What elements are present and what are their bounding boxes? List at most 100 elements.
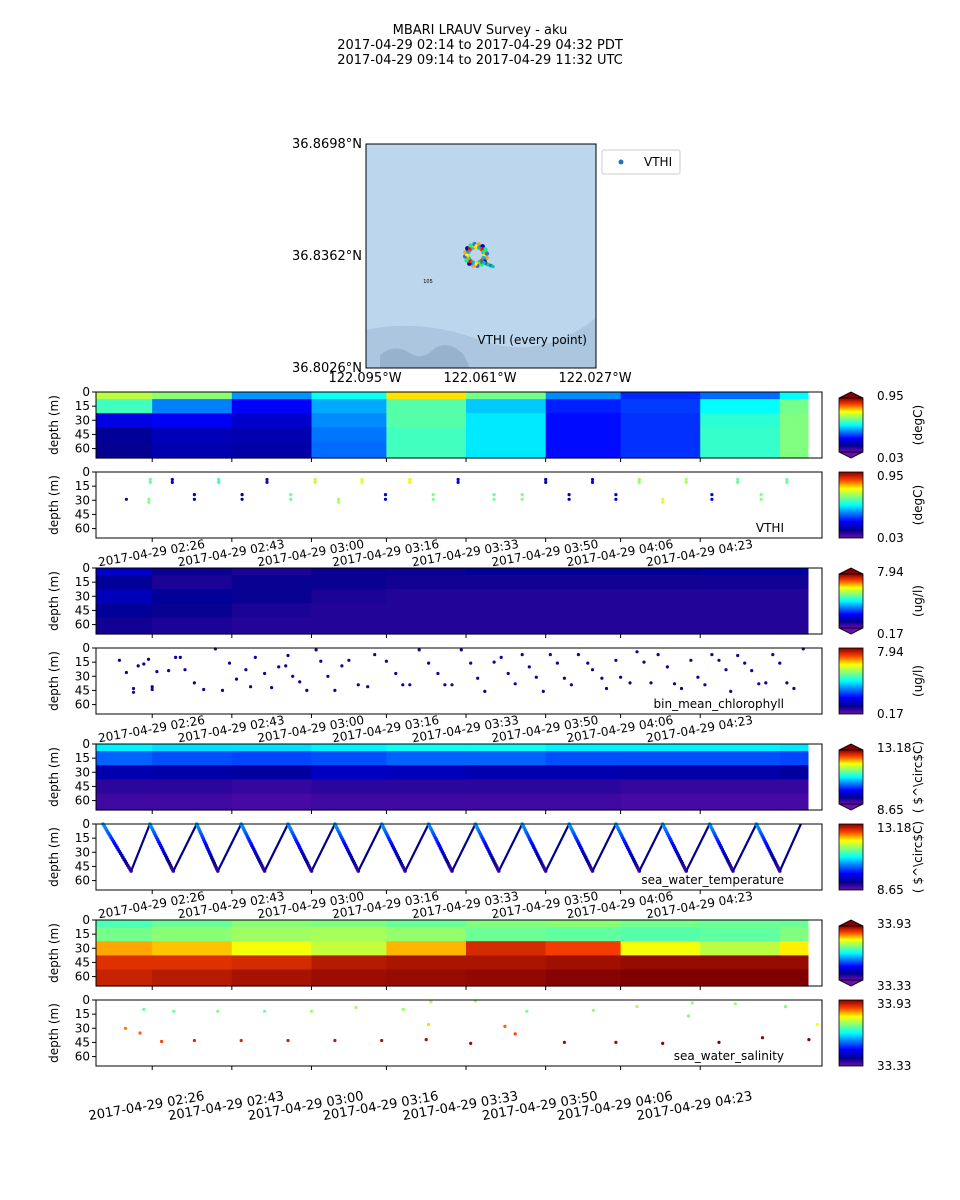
depth-tick-label: 15	[75, 575, 90, 589]
heatmap-cell	[96, 941, 153, 956]
data-point	[309, 1009, 314, 1013]
colorbar-min-label: 0.03	[877, 531, 904, 545]
heatmap-cell	[779, 941, 809, 956]
data-point	[642, 660, 646, 664]
data-point	[757, 682, 761, 686]
heatmap-cell	[96, 793, 153, 811]
heatmap-cell	[620, 392, 701, 400]
heatmap-cell	[231, 589, 312, 604]
data-point	[333, 688, 337, 693]
heatmap-cell	[620, 765, 701, 780]
depth-tick-label: 45	[75, 1035, 90, 1049]
heatmap-cell	[545, 779, 622, 795]
data-point	[178, 655, 182, 660]
depth-tick-label: 30	[75, 493, 90, 507]
data-point	[562, 676, 567, 680]
colorbar-unit-label: ( $^\circ$C)	[911, 741, 925, 813]
heatmap-cell	[466, 920, 547, 928]
data-point	[807, 1038, 811, 1042]
heatmap-cell	[386, 603, 467, 619]
heatmap-cell	[311, 575, 387, 590]
heatmap-cell	[231, 603, 312, 619]
heatmap-cell	[152, 793, 233, 811]
data-point	[337, 497, 341, 501]
data-point	[689, 658, 693, 662]
panel-frame	[95, 743, 823, 811]
data-point	[148, 480, 152, 484]
heatmap-cell	[152, 927, 233, 942]
data-point	[661, 1041, 665, 1045]
heatmap-cell	[545, 568, 622, 576]
data-point	[590, 480, 595, 484]
heatmap-cell	[779, 603, 809, 619]
heatmap-cell	[386, 751, 467, 766]
heatmap-cell	[700, 941, 781, 956]
data-point	[408, 683, 412, 687]
heatmap-cell	[386, 575, 467, 590]
data-point	[785, 480, 789, 484]
data-point	[469, 1041, 473, 1045]
data-point	[142, 662, 146, 666]
heatmap-cell	[231, 751, 312, 766]
data-point	[429, 1000, 433, 1004]
heatmap-cell	[96, 589, 153, 604]
heatmap-cell	[545, 765, 622, 780]
colorbar-extend-min	[838, 979, 864, 987]
depth-axis-label: depth (m)	[47, 395, 61, 455]
colorbar-extend-min	[838, 451, 864, 459]
colorbar-unit-label: (ug/l)	[911, 665, 925, 697]
heatmap-cell	[96, 575, 153, 590]
data-point	[637, 477, 641, 482]
heatmap-cell	[231, 793, 312, 811]
depth-tick-label: 15	[75, 751, 90, 765]
data-point	[265, 477, 269, 482]
profile-ascent	[544, 823, 571, 872]
lon-tick-2: 122.061°W	[443, 371, 516, 386]
data-point	[124, 670, 128, 675]
depth-tick-label: 0	[82, 641, 90, 655]
data-point	[313, 477, 317, 482]
heatmap-cell	[779, 751, 809, 766]
colorbar-unit-label: (ug/l)	[911, 585, 925, 617]
heatmap-cell	[152, 603, 233, 619]
heatmap-cell	[466, 413, 547, 428]
data-point	[240, 497, 244, 501]
heatmap-cell	[779, 399, 809, 414]
heatmap-cell	[152, 941, 233, 956]
data-point	[183, 668, 187, 672]
depth-axis-label: depth (m)	[47, 651, 61, 711]
data-point	[384, 659, 388, 663]
colorbar-bar	[838, 749, 864, 805]
heatmap-cell	[620, 568, 701, 576]
data-point	[717, 658, 721, 662]
heatmap-cell	[152, 765, 233, 780]
track-point	[491, 264, 495, 269]
heatmap-cell	[386, 413, 467, 428]
heatmap-cell	[545, 603, 622, 619]
heatmap-cell	[779, 955, 809, 971]
heatmap-cell	[96, 955, 153, 971]
heatmap-cell	[311, 568, 387, 576]
heatmap-cell	[620, 603, 701, 619]
heatmap-cell	[700, 969, 781, 987]
data-point	[619, 675, 623, 679]
heatmap-cell	[779, 589, 809, 604]
colorbar: 33.93 33.33	[838, 997, 911, 1073]
heatmap-cell	[96, 427, 153, 443]
data-point	[750, 669, 754, 673]
profile-ascent	[357, 823, 383, 872]
data-point	[383, 497, 388, 501]
heatmap-cell	[311, 589, 387, 604]
heatmap-cell	[466, 765, 547, 780]
heatmap-cell	[311, 793, 387, 811]
data-point	[170, 480, 174, 484]
data-point	[591, 1008, 596, 1013]
depth-tick-label: 45	[75, 683, 90, 697]
data-point	[354, 1005, 358, 1010]
heatmap-cell	[620, 427, 701, 443]
data-point	[347, 658, 351, 662]
colorbar-min-label: 33.33	[877, 1059, 911, 1073]
heatmap-cell	[545, 413, 622, 428]
